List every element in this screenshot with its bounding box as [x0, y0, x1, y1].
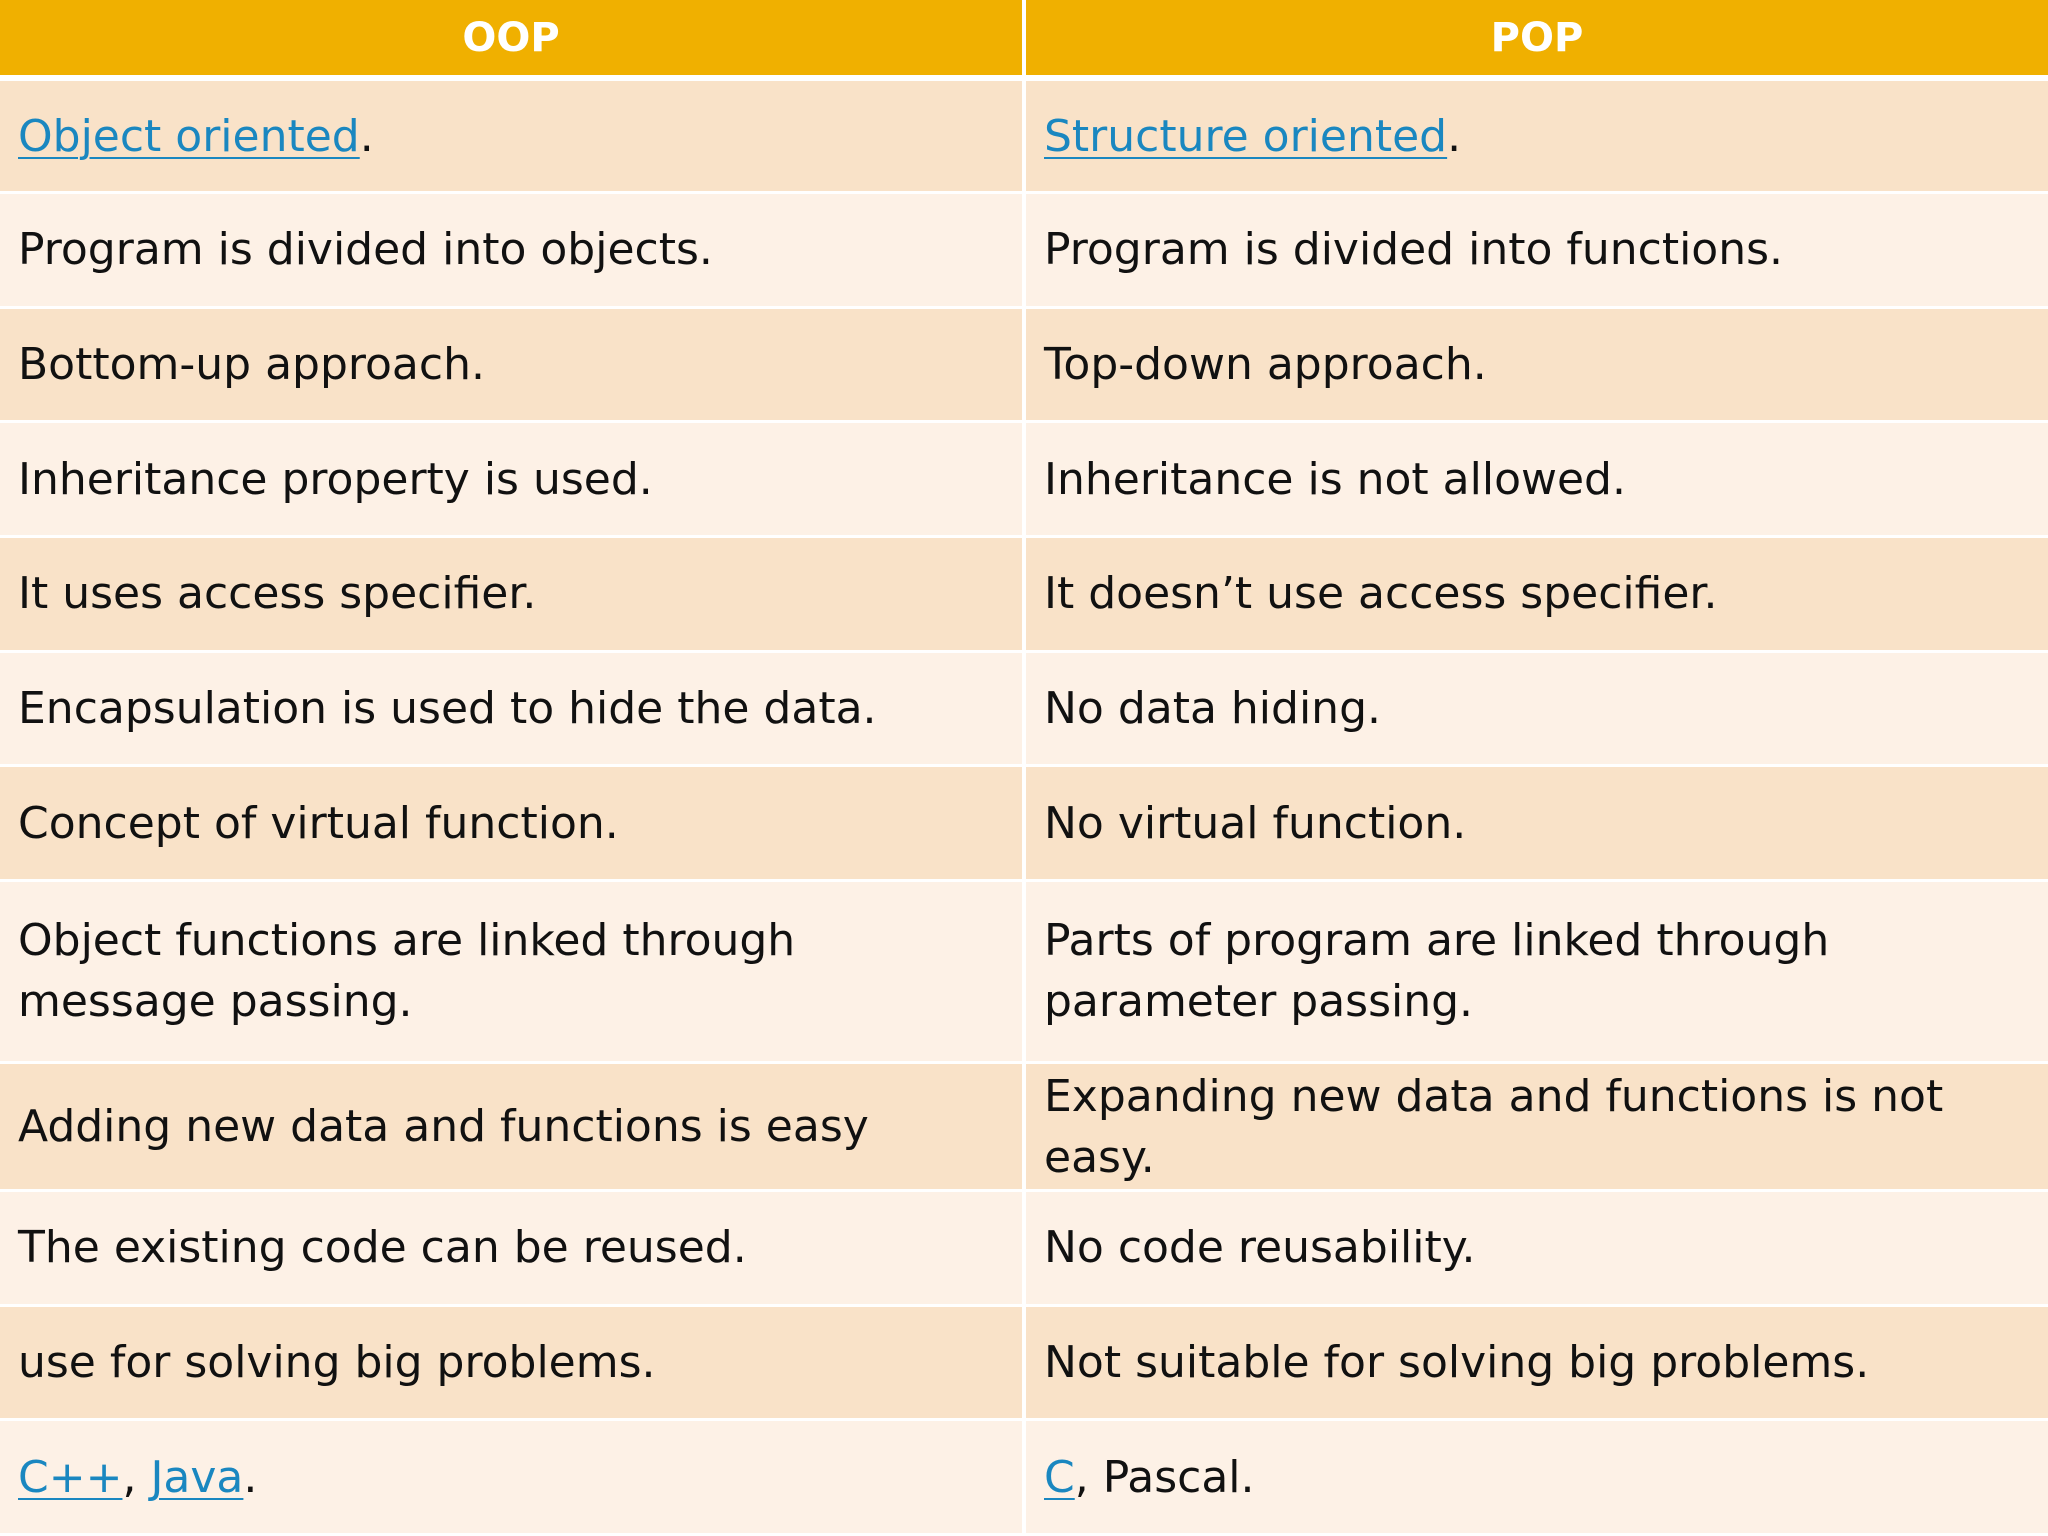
cell-oop: Bottom-up approach.: [0, 307, 1026, 424]
table-row: use for solving big problems. Not suitab…: [0, 1305, 2048, 1422]
header-oop: OOP: [0, 0, 1026, 81]
cell-pop: Inheritance is not allowed.: [1024, 421, 2048, 538]
cell-oop: Program is divided into objects.: [0, 192, 1026, 309]
cell-pop: It doesn’t use access specifier.: [1024, 536, 2048, 653]
cell-oop: C++, Java.: [0, 1419, 1026, 1536]
link-object-oriented[interactable]: Object oriented: [18, 110, 360, 162]
cell-pop: C, Pascal.: [1024, 1419, 2048, 1536]
table-row: Object functions are linked through mess…: [0, 880, 2048, 1065]
table-row: Object oriented. Structure oriented.: [0, 78, 2048, 195]
header-pop: POP: [1024, 0, 2048, 81]
cell-text: .: [1447, 110, 1462, 162]
link-c[interactable]: C: [1044, 1451, 1075, 1503]
cell-oop: use for solving big problems.: [0, 1305, 1026, 1422]
table-row: Adding new data and functions is easy Ex…: [0, 1062, 2048, 1192]
table-row: Program is divided into objects. Program…: [0, 192, 2048, 309]
cell-separator: ,: [122, 1451, 151, 1503]
cell-text: , Pascal.: [1074, 1451, 1255, 1503]
cell-pop: No code reusability.: [1024, 1190, 2048, 1307]
table-row: The existing code can be reused. No code…: [0, 1190, 2048, 1307]
cell-oop: Adding new data and functions is easy: [0, 1062, 1026, 1192]
link-structure-oriented[interactable]: Structure oriented: [1044, 110, 1448, 162]
table-row: Bottom-up approach. Top-down approach.: [0, 307, 2048, 424]
cell-pop: No data hiding.: [1024, 651, 2048, 768]
cell-oop: The existing code can be reused.: [0, 1190, 1026, 1307]
cell-oop: Object functions are linked through mess…: [0, 880, 1026, 1065]
cell-pop: Top-down approach.: [1024, 307, 2048, 424]
cell-oop: Concept of virtual function.: [0, 765, 1026, 882]
cell-text: .: [243, 1451, 258, 1503]
link-java[interactable]: Java: [150, 1451, 244, 1503]
table-row: It uses access specifier. It doesn’t use…: [0, 536, 2048, 653]
cell-pop: No virtual function.: [1024, 765, 2048, 882]
table-row: Concept of virtual function. No virtual …: [0, 765, 2048, 882]
cell-pop: Structure oriented.: [1024, 78, 2048, 195]
cell-oop: It uses access specifier.: [0, 536, 1026, 653]
table-row: Encapsulation is used to hide the data. …: [0, 651, 2048, 768]
cell-pop: Expanding new data and functions is not …: [1024, 1062, 2048, 1192]
cell-text: .: [359, 110, 374, 162]
table-row: C++, Java. C, Pascal.: [0, 1419, 2048, 1536]
cell-oop: Inheritance property is used.: [0, 421, 1026, 538]
cell-oop: Encapsulation is used to hide the data.: [0, 651, 1026, 768]
cell-pop: Program is divided into functions.: [1024, 192, 2048, 309]
header-row: OOP POP: [0, 0, 2048, 81]
link-cpp[interactable]: C++: [18, 1451, 123, 1503]
cell-oop: Object oriented.: [0, 78, 1026, 195]
table-row: Inheritance property is used. Inheritanc…: [0, 421, 2048, 538]
cell-pop: Parts of program are linked through para…: [1024, 880, 2048, 1065]
cell-pop: Not suitable for solving big problems.: [1024, 1305, 2048, 1422]
